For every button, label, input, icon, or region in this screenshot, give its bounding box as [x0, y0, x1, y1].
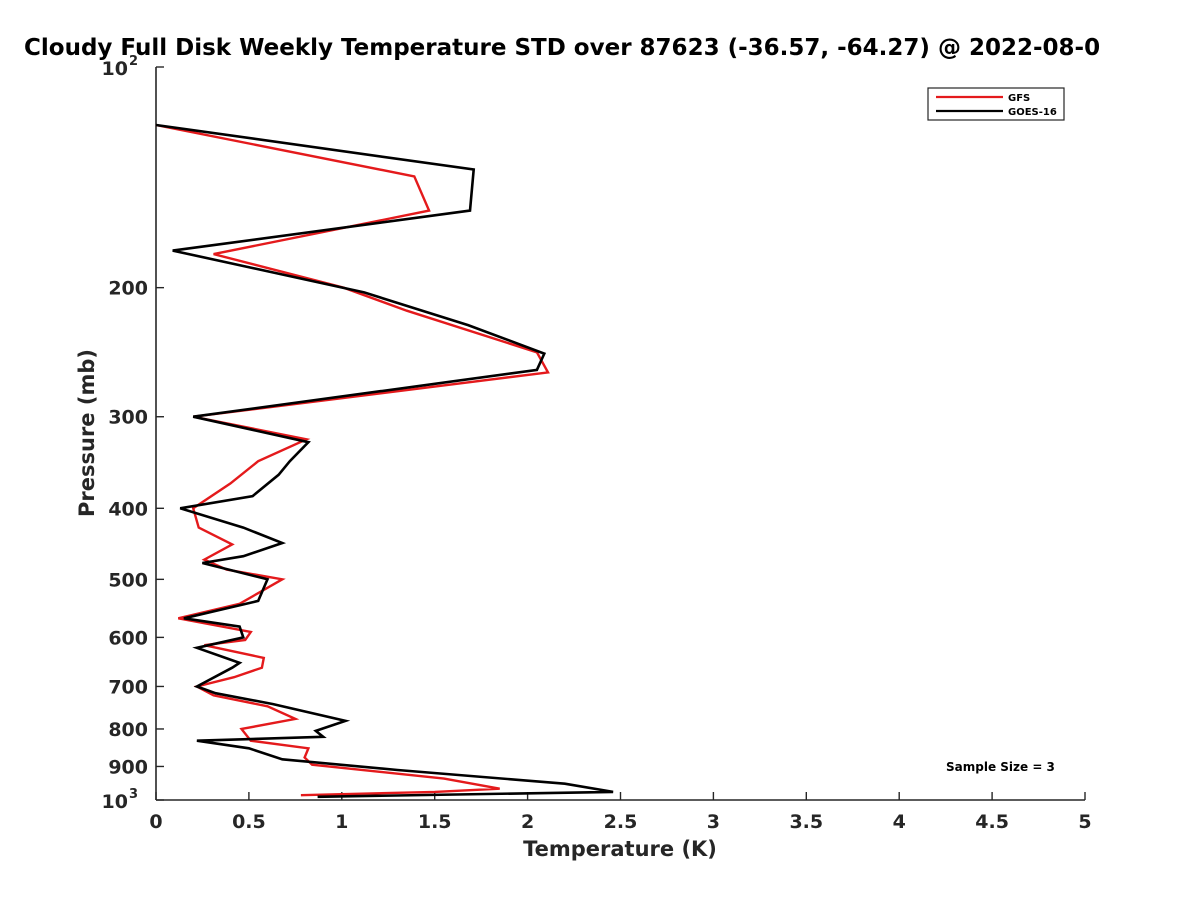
x-tick-label: 5 — [1078, 811, 1091, 833]
legend-label-gfs: GFS — [1008, 93, 1030, 104]
sample-size-annotation: Sample Size = 3 — [946, 760, 1055, 774]
plot-area — [155, 67, 1085, 801]
y-tick-label: 800 — [108, 719, 148, 741]
y-tick-label: 300 — [108, 407, 148, 429]
y-tick-exponent: 2 — [129, 54, 138, 69]
series-line-goes16 — [155, 123, 614, 799]
y-tick-exponent: 3 — [129, 787, 138, 802]
y-tick-label: 10 — [102, 791, 128, 813]
x-tick-label: 1.5 — [418, 811, 452, 833]
x-tick-label: 0.5 — [232, 811, 266, 833]
y-tick-label: 10 — [102, 58, 128, 80]
x-axis: 0 0.5 1 1.5 2 2.5 3 3.5 4 4.5 5 — [149, 792, 1092, 833]
y-tick-label: 700 — [108, 676, 148, 698]
legend-box — [927, 87, 1065, 121]
legend-label-goes16: GOES-16 — [1008, 107, 1057, 118]
y-axis-label: Pressure (mb) — [75, 349, 99, 517]
series-group — [155, 123, 614, 799]
x-tick-label: 0 — [149, 811, 162, 833]
x-tick-label: 2 — [521, 811, 534, 833]
y-tick-label: 200 — [108, 278, 148, 300]
x-tick-label: 3 — [707, 811, 720, 833]
x-axis-label: Temperature (K) — [523, 837, 717, 861]
legend: GFS GOES-16 — [927, 87, 1065, 121]
x-tick-label: 2.5 — [604, 811, 638, 833]
y-tick-label: 600 — [108, 627, 148, 649]
y-tick-label: 400 — [108, 498, 148, 520]
x-tick-label: 1 — [335, 811, 348, 833]
x-tick-label: 4 — [893, 811, 906, 833]
chart-title: Cloudy Full Disk Weekly Temperature STD … — [24, 35, 1100, 61]
y-tick-label: 900 — [108, 756, 148, 778]
y-tick-label: 500 — [108, 569, 148, 591]
x-tick-label: 4.5 — [975, 811, 1009, 833]
x-tick-label: 3.5 — [789, 811, 823, 833]
